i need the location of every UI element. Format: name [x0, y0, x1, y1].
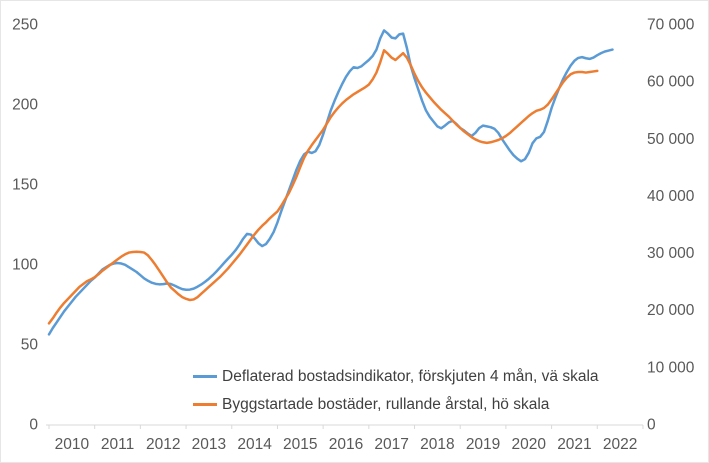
x-tick-label: 2021 — [557, 436, 591, 453]
x-tick-label: 2010 — [55, 436, 90, 453]
x-tick-label: 2019 — [466, 436, 500, 453]
right-axis-tick-label: 0 — [647, 417, 656, 434]
legend-item-deflated-indicator: Deflaterad bostadsindikator, förskjuten … — [193, 366, 599, 387]
right-axis-tick-label: 20 000 — [647, 302, 695, 319]
x-tick-label: 2012 — [146, 436, 180, 453]
x-tick-label: 2013 — [192, 436, 226, 453]
x-tick-label: 2015 — [283, 436, 317, 453]
right-axis-tick-label: 50 000 — [647, 131, 695, 148]
right-axis-tick-label: 30 000 — [647, 245, 695, 262]
x-tick-label: 2022 — [603, 436, 637, 453]
x-tick-label: 2017 — [374, 436, 408, 453]
x-tick-label: 2011 — [101, 436, 134, 453]
x-tick-label: 2014 — [237, 436, 272, 453]
x-tick-label: 2018 — [420, 436, 454, 453]
left-axis-tick-label: 200 — [12, 97, 38, 114]
series-line-building-starts — [47, 49, 599, 325]
left-axis-tick-label: 150 — [12, 177, 38, 194]
right-axis-tick-label: 10 000 — [647, 359, 695, 376]
left-axis-tick-label: 0 — [29, 417, 38, 434]
left-axis-tick-label: 100 — [12, 257, 38, 274]
right-axis-tick-label: 40 000 — [647, 188, 695, 205]
legend-label-building-starts: Byggstartade bostäder, rullande årstal, … — [222, 396, 550, 413]
left-axis-tick-label: 250 — [12, 17, 38, 34]
x-tick-label: 2020 — [512, 436, 547, 453]
right-axis-tick-label: 70 000 — [647, 17, 695, 34]
x-tick-label: 2016 — [329, 436, 363, 453]
legend: Deflaterad bostadsindikator, förskjuten … — [193, 366, 599, 415]
legend-swatch-blue-line — [193, 375, 217, 378]
left-axis-tick-label: 50 — [21, 337, 39, 354]
legend-label-deflated-indicator: Deflaterad bostadsindikator, förskjuten … — [222, 368, 599, 385]
legend-item-building-starts: Byggstartade bostäder, rullande årstal, … — [193, 394, 599, 415]
legend-swatch-orange-line — [193, 403, 217, 406]
series-line-deflated-indicator — [47, 29, 614, 336]
right-axis-tick-label: 60 000 — [647, 74, 695, 91]
